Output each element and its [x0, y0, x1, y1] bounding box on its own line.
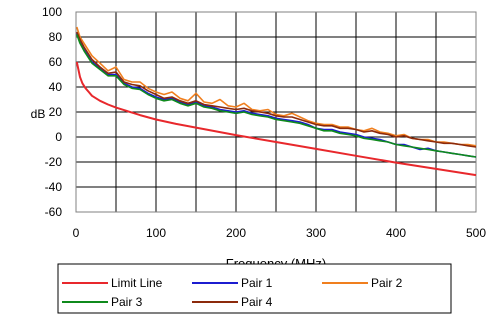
- y-tick-label: -40: [45, 180, 63, 194]
- x-tick-label: 300: [306, 226, 326, 240]
- legend-label-limit-line: Limit Line: [111, 276, 163, 290]
- series-lines: [75, 26, 477, 177]
- x-tick-label: 400: [386, 226, 406, 240]
- y-tick-label: 20: [49, 105, 63, 119]
- series-line-pair-4: [76, 31, 477, 148]
- series-line-pair-3: [76, 34, 477, 158]
- x-tick-label: 500: [466, 226, 486, 240]
- gridlines: [76, 12, 476, 212]
- legend-label-pair-4: Pair 4: [241, 295, 273, 309]
- legend-label-pair-3: Pair 3: [111, 295, 143, 309]
- x-tick-labels: 0 100 200 300 400 500: [73, 226, 487, 240]
- y-tick-label: -20: [45, 155, 63, 169]
- y-tick-label: 40: [49, 80, 63, 94]
- x-tick-label: 100: [146, 226, 166, 240]
- legend-box: [57, 263, 452, 314]
- plot-area-border: [75, 11, 477, 213]
- y-tick-label: 80: [49, 30, 63, 44]
- series-line-limit-line: [75, 61, 477, 177]
- y-tick-label: 60: [49, 55, 63, 69]
- legend: Limit Line Pair 1 Pair 2 Pair 3 Pair 4: [57, 263, 452, 314]
- legend-items: Limit Line Pair 1 Pair 2 Pair 3 Pair 4: [62, 276, 403, 309]
- x-tick-label: 0: [73, 226, 80, 240]
- y-tick-labels: 100 80 60 40 20 0 -20 -40 -60: [42, 5, 62, 219]
- y-tick-label: 0: [55, 130, 62, 144]
- x-tick-label: 200: [226, 226, 246, 240]
- y-tick-label: -60: [45, 205, 63, 219]
- y-tick-label: 100: [42, 5, 62, 19]
- legend-label-pair-2: Pair 2: [371, 276, 403, 290]
- y-axis-label: dB: [31, 107, 46, 121]
- legend-label-pair-1: Pair 1: [241, 276, 273, 290]
